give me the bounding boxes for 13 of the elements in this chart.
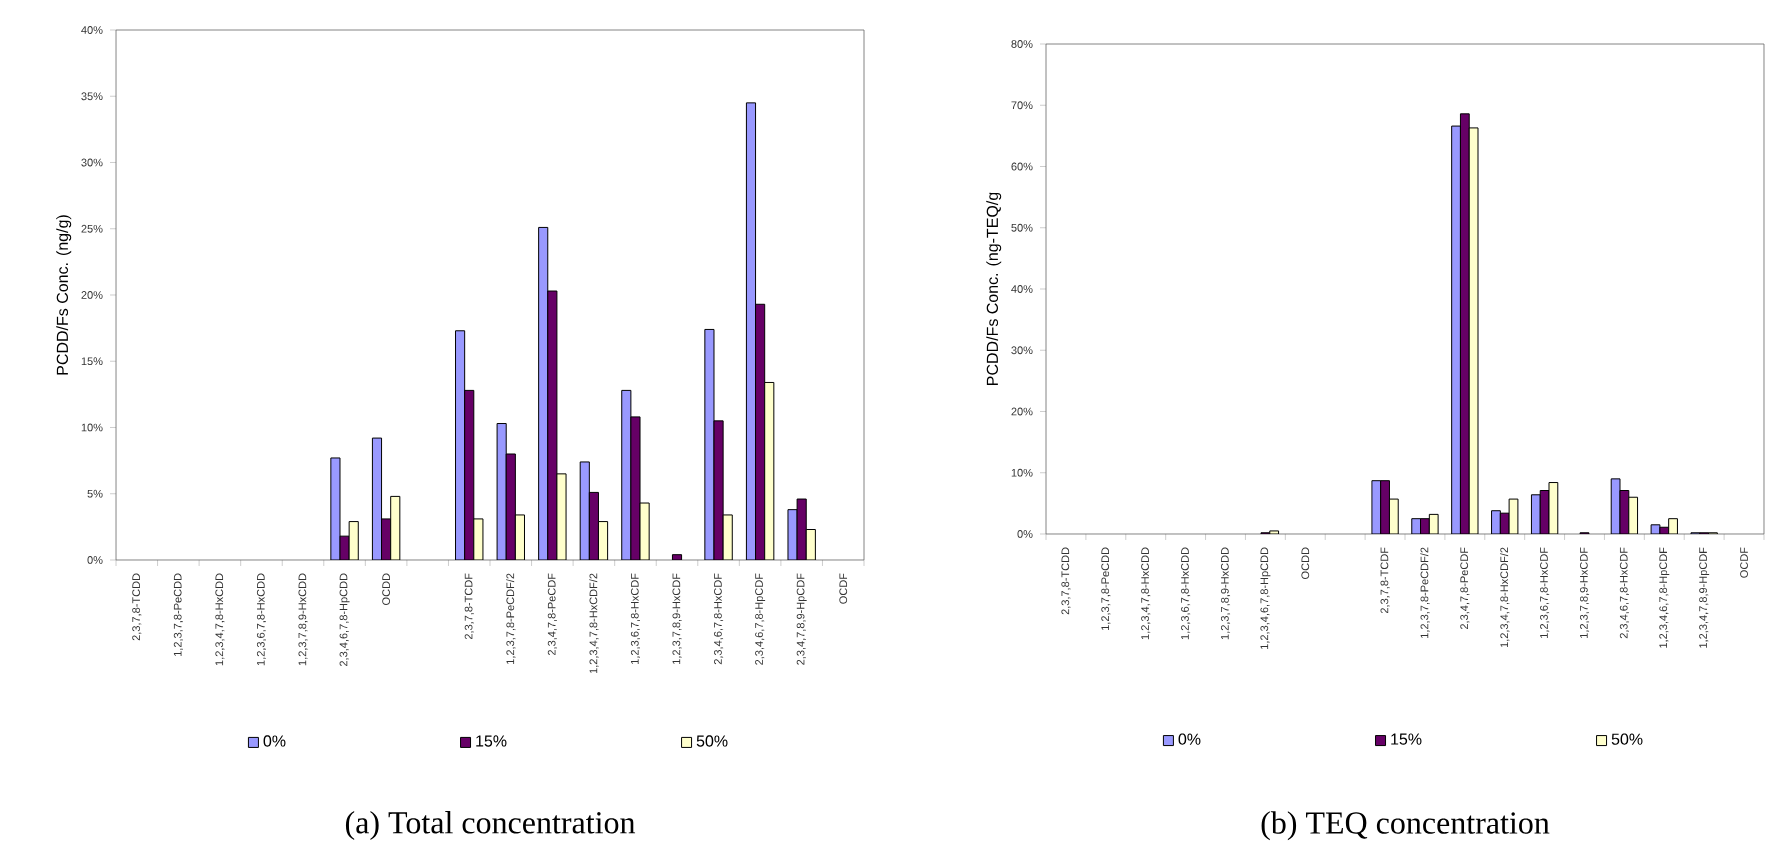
text: (a) Total concentration (345, 810, 636, 840)
legend-label: 50% (1611, 733, 1643, 745)
bar (671, 553, 683, 560)
legend-label: 0% (1178, 733, 1201, 745)
legend-label: 0% (263, 734, 286, 747)
bar (348, 520, 359, 560)
legend-label: 15% (476, 734, 507, 747)
bar (1459, 112, 1470, 534)
text: (b) TEQ concentration (1261, 810, 1550, 840)
legend-label: 15% (1391, 733, 1422, 745)
y-axis-title: PCDD/Fs Conc. (ng/g) (56, 214, 72, 374)
y-axis-title: PCDD/Fs Conc. (ng-TEQ/g (986, 192, 1002, 385)
legend-label: 50% (696, 734, 728, 747)
